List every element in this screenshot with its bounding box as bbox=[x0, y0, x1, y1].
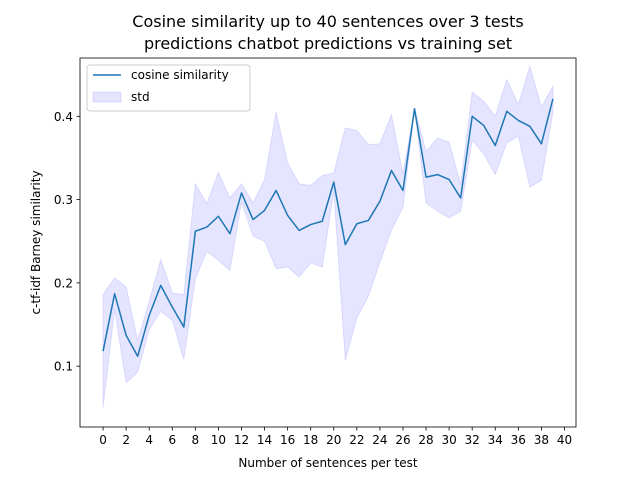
legend-box bbox=[86, 64, 251, 112]
x-tick-label: 28 bbox=[418, 433, 433, 447]
y-axis: 0.1 0.2 0.3 0.4 bbox=[54, 110, 80, 374]
data-point bbox=[413, 108, 415, 110]
data-point bbox=[448, 178, 450, 180]
data-point bbox=[229, 233, 231, 235]
data-point bbox=[102, 350, 104, 352]
x-tick-label: 40 bbox=[557, 433, 572, 447]
data-point bbox=[183, 326, 185, 328]
y-tick-label: 0.1 bbox=[54, 360, 73, 374]
data-point bbox=[113, 293, 115, 295]
chart-title-line-2: predictions chatbot predictions vs train… bbox=[144, 34, 512, 53]
x-tick-label: 32 bbox=[465, 433, 480, 447]
x-tick-label: 0 bbox=[99, 433, 107, 447]
x-tick-label: 2 bbox=[122, 433, 130, 447]
x-tick-label: 36 bbox=[511, 433, 526, 447]
data-point bbox=[171, 306, 173, 308]
data-point bbox=[125, 334, 127, 336]
x-tick-label: 12 bbox=[234, 433, 249, 447]
x-tick-label: 16 bbox=[280, 433, 295, 447]
data-point bbox=[529, 125, 531, 127]
y-tick-label: 0.3 bbox=[54, 193, 73, 207]
data-point bbox=[298, 229, 300, 231]
y-axis-label: c-tf-idf Barney similarity bbox=[29, 170, 43, 314]
data-point bbox=[425, 176, 427, 178]
data-point bbox=[252, 218, 254, 220]
axes-frame bbox=[79, 57, 577, 428]
x-tick-label: 14 bbox=[257, 433, 272, 447]
x-tick-label: 6 bbox=[168, 433, 176, 447]
std-band bbox=[102, 64, 554, 408]
data-point bbox=[367, 219, 369, 221]
data-point bbox=[540, 143, 542, 145]
data-point bbox=[471, 115, 473, 117]
y-tick-label: 0.4 bbox=[54, 110, 73, 124]
x-tick-label: 20 bbox=[326, 433, 341, 447]
x-tick-label: 18 bbox=[303, 433, 318, 447]
data-point bbox=[136, 355, 138, 357]
data-point bbox=[148, 314, 150, 316]
y-tick-label: 0.2 bbox=[54, 276, 73, 290]
data-point bbox=[160, 284, 162, 286]
x-axis-label: Number of sentences per test bbox=[238, 456, 417, 470]
data-point bbox=[333, 181, 335, 183]
data-point bbox=[206, 226, 208, 228]
x-tick-label: 34 bbox=[488, 433, 503, 447]
chart-title-line-1: Cosine similarity up to 40 sentences ove… bbox=[132, 12, 523, 31]
x-tick-label: 4 bbox=[145, 433, 153, 447]
x-tick-label: 38 bbox=[534, 433, 549, 447]
x-tick-label: 22 bbox=[349, 433, 364, 447]
data-point bbox=[356, 223, 358, 225]
data-point bbox=[517, 119, 519, 121]
legend-entry-cosine-similarity: cosine similarity bbox=[131, 68, 229, 82]
data-point bbox=[379, 200, 381, 202]
data-point bbox=[459, 197, 461, 199]
data-point bbox=[483, 124, 485, 126]
legend-entry-std: std bbox=[131, 90, 150, 104]
x-tick-label: 24 bbox=[372, 433, 387, 447]
data-point bbox=[263, 209, 265, 211]
data-point bbox=[321, 220, 323, 222]
data-point bbox=[390, 169, 392, 171]
x-tick-label: 30 bbox=[441, 433, 456, 447]
data-point bbox=[552, 98, 554, 100]
data-point bbox=[494, 144, 496, 146]
x-tick-label: 8 bbox=[192, 433, 200, 447]
data-point bbox=[240, 192, 242, 194]
data-point bbox=[275, 189, 277, 191]
series-line-cosine-similarity bbox=[102, 98, 554, 357]
data-point bbox=[217, 215, 219, 217]
data-point bbox=[194, 230, 196, 232]
plot-area bbox=[102, 64, 554, 408]
x-tick-label: 26 bbox=[395, 433, 410, 447]
data-point bbox=[310, 223, 312, 225]
x-axis: 0 2 4 6 8 10 12 14 16 18 20 22 24 26 28 30 32 34 36 38 40 bbox=[99, 427, 572, 447]
data-point bbox=[344, 243, 346, 245]
data-point bbox=[506, 110, 508, 112]
legend-band-swatch bbox=[92, 91, 122, 103]
data-point bbox=[286, 214, 288, 216]
x-tick-label: 10 bbox=[211, 433, 226, 447]
data-point bbox=[436, 173, 438, 175]
data-point bbox=[402, 189, 404, 191]
legend: cosine similarity std bbox=[86, 64, 251, 112]
